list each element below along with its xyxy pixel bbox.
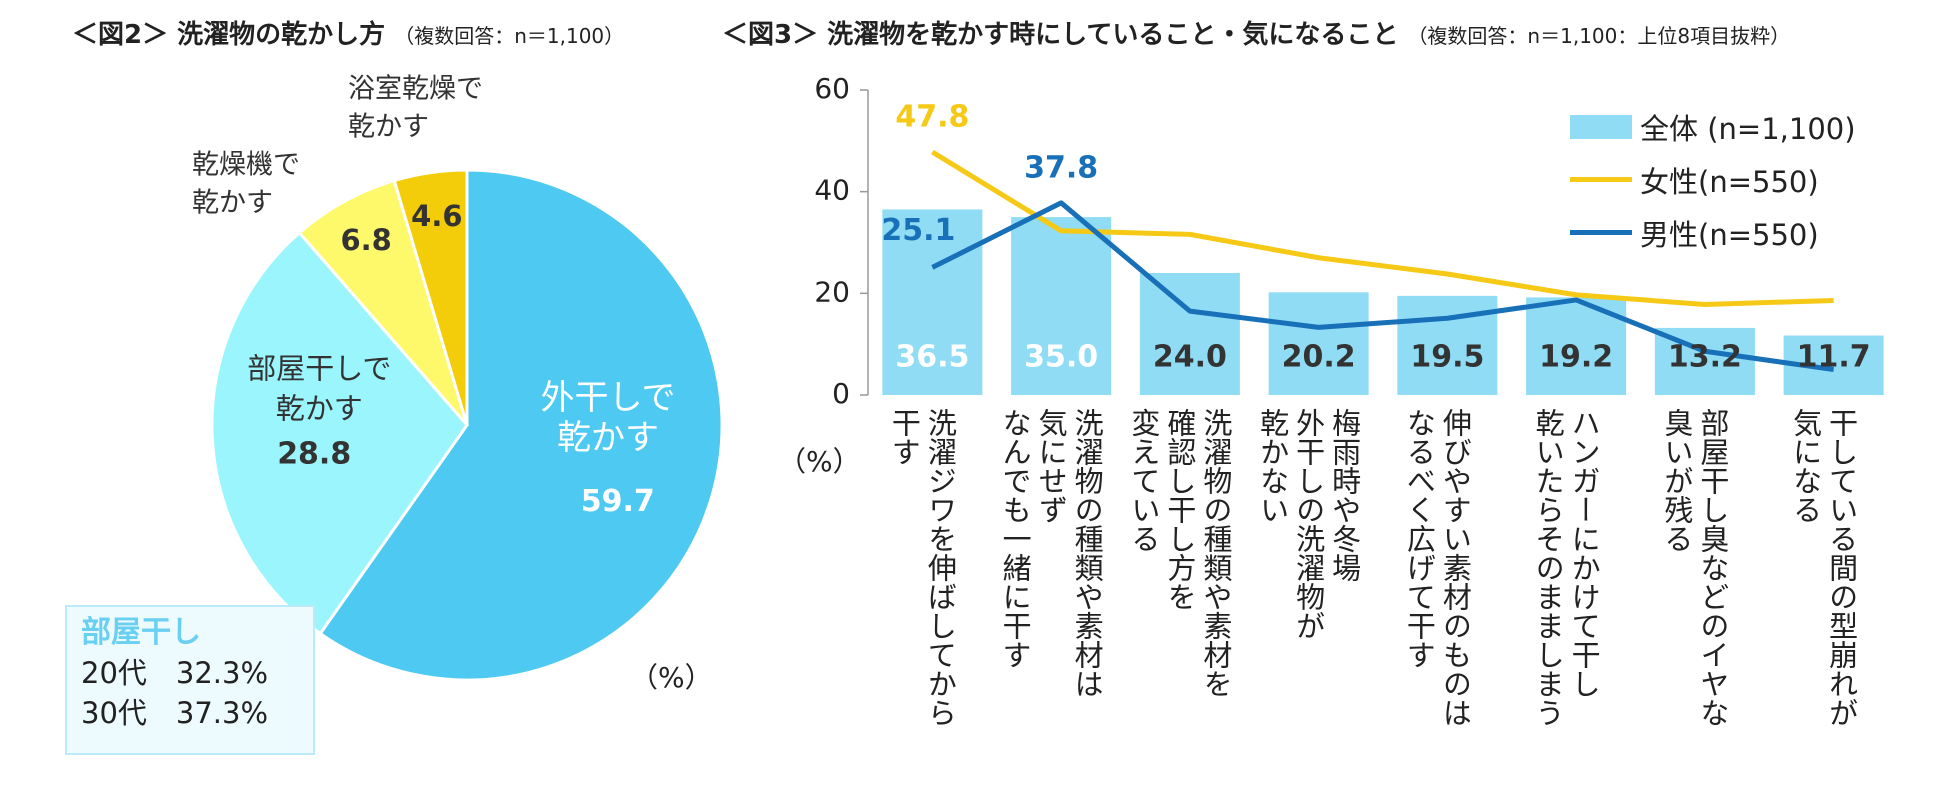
bar-value-6: 13.2	[1668, 340, 1742, 375]
category-line: 乾いたらそのまましまう	[1531, 408, 1566, 727]
bar-value-2: 24.0	[1153, 340, 1227, 375]
category-label-0: 洗濯ジワを伸ばしてから 干す	[886, 408, 958, 778]
legend-label-total: 全体 (n=1,100)	[1640, 111, 1856, 146]
category-line: 確認し干し方を	[1162, 408, 1197, 611]
category-line: なるべく広げて干す	[1402, 408, 1437, 669]
category-line: 外干しの洗濯物が	[1291, 408, 1326, 640]
bar-3	[1268, 292, 1369, 395]
category-line: 部屋干し臭などのイヤな	[1695, 408, 1730, 727]
fig2-title: ＜図2＞ 洗濯物の乾かし方 （複数回答：n＝1,100）	[72, 14, 624, 51]
category-line: 梅雨時や冬場	[1327, 408, 1362, 582]
bar-value-0: 36.5	[895, 340, 969, 375]
bar-2	[1139, 273, 1240, 395]
category-label-5: ハンガーにかけて干し 乾いたらそのまましまう	[1530, 408, 1602, 778]
pie-slice-label-2: 乾かす	[192, 188, 273, 219]
callout-row-30s: 30代 37.3%	[81, 696, 269, 730]
pie-slice-3	[392, 168, 469, 426]
fig3-unit: （%）	[778, 445, 861, 478]
legend-label-female: 女性(n=550)	[1640, 164, 1819, 199]
pie-slice-value-2: 6.8	[340, 223, 391, 257]
bar-0	[882, 209, 983, 395]
category-label-1: 洗濯物の種類や素材は 気にせず なんでも一緒に干す	[997, 408, 1105, 778]
fig2-title-text: ＜図2＞ 洗濯物の乾かし方	[72, 20, 386, 50]
category-line: 臭いが残る	[1659, 408, 1694, 553]
pie-slice-label-0: 乾かす	[557, 418, 659, 458]
line-callout-0: 47.8	[895, 100, 969, 135]
pie-slice-label-2: 乾燥機で	[192, 150, 300, 181]
pie-slice-label-3: 浴室乾燥で	[348, 74, 483, 105]
bar-value-1: 35.0	[1024, 340, 1098, 375]
legend-item-total: 全体 (n=1,100)	[1570, 100, 1856, 153]
category-line: なんでも一緒に干す	[998, 408, 1033, 669]
legend-swatch-female	[1570, 177, 1632, 182]
category-line: 変えている	[1126, 408, 1161, 553]
pie-slice-value-3: 4.6	[411, 199, 462, 233]
pie-slice-label-1: 乾かす	[276, 392, 363, 426]
category-line: 干す	[887, 408, 922, 466]
bar-1	[1011, 217, 1112, 395]
y-tick-label-0: 0	[832, 377, 850, 410]
category-line: ハンガーにかけて干し	[1567, 408, 1602, 698]
legend-item-female: 女性(n=550)	[1570, 153, 1856, 206]
category-line: 干している間の型崩れが	[1824, 408, 1859, 727]
pie-slice-value-0: 59.7	[581, 484, 655, 519]
bar-value-5: 19.2	[1539, 340, 1613, 375]
category-label-2: 洗濯物の種類や素材を 確認し干し方を 変えている	[1126, 408, 1234, 778]
pie-slice-0	[318, 168, 724, 682]
line-female	[931, 149, 1834, 308]
callout-title: 部屋干し	[81, 615, 201, 650]
category-label-6: 部屋干し臭などのイヤな 臭いが残る	[1659, 408, 1731, 778]
room-drying-callout: 部屋干し 20代 32.3% 30代 37.3%	[65, 605, 315, 755]
bar-value-3: 20.2	[1282, 340, 1356, 375]
pie-slice-2	[297, 178, 469, 426]
pie-slice-value-1: 28.8	[277, 436, 351, 471]
category-line: 洗濯ジワを伸ばしてから	[923, 408, 958, 727]
line-male	[931, 200, 1834, 373]
category-label-7: 干している間の型崩れが 気になる	[1788, 408, 1860, 778]
fig3-title: ＜図3＞ 洗濯物を乾かす時にしていること・気になること （複数回答：n＝1,10…	[722, 14, 1790, 51]
fig3-legend: 全体 (n=1,100) 女性(n=550) 男性(n=550)	[1570, 100, 1856, 259]
y-tick-label-1: 20	[814, 275, 850, 308]
y-tick-label-3: 60	[814, 72, 850, 105]
category-line: 気になる	[1788, 408, 1823, 524]
category-line: 乾かない	[1255, 408, 1290, 524]
category-line: 洗濯物の種類や素材は	[1070, 408, 1105, 698]
legend-swatch-total	[1570, 114, 1632, 139]
callout-row-20s: 20代 32.3%	[81, 656, 269, 690]
fig2-note: （複数回答：n＝1,100）	[394, 24, 625, 48]
pie-slice-label-1: 部屋干しで	[247, 352, 391, 386]
category-line: 洗濯物の種類や素材を	[1198, 408, 1233, 698]
line-callout-1: 37.8	[1024, 150, 1098, 185]
fig2-unit: （%）	[630, 661, 713, 694]
line-callout-2: 25.1	[881, 213, 955, 248]
y-tick-label-2: 40	[814, 174, 850, 207]
legend-swatch-male	[1570, 230, 1632, 235]
legend-label-male: 男性(n=550)	[1640, 217, 1819, 252]
bar-value-7: 11.7	[1797, 340, 1871, 375]
pie-slice-label-3: 乾かす	[348, 112, 429, 143]
category-line: 伸びやすい素材のものは	[1438, 408, 1473, 727]
category-label-4: 伸びやすい素材のものは なるべく広げて干す	[1401, 408, 1473, 778]
pie-slice-label-0: 外干しで	[541, 378, 676, 418]
legend-item-male: 男性(n=550)	[1570, 206, 1856, 259]
fig3-note: （複数回答：n＝1,100：上位8項目抜粋）	[1407, 24, 1791, 48]
pie-slice-1	[210, 230, 469, 636]
category-line: 気にせず	[1034, 408, 1069, 524]
bar-value-4: 19.5	[1410, 340, 1484, 375]
fig3-title-text: ＜図3＞ 洗濯物を乾かす時にしていること・気になること	[722, 20, 1399, 50]
category-label-3: 梅雨時や冬場 外干しの洗濯物が 乾かない	[1255, 408, 1363, 778]
